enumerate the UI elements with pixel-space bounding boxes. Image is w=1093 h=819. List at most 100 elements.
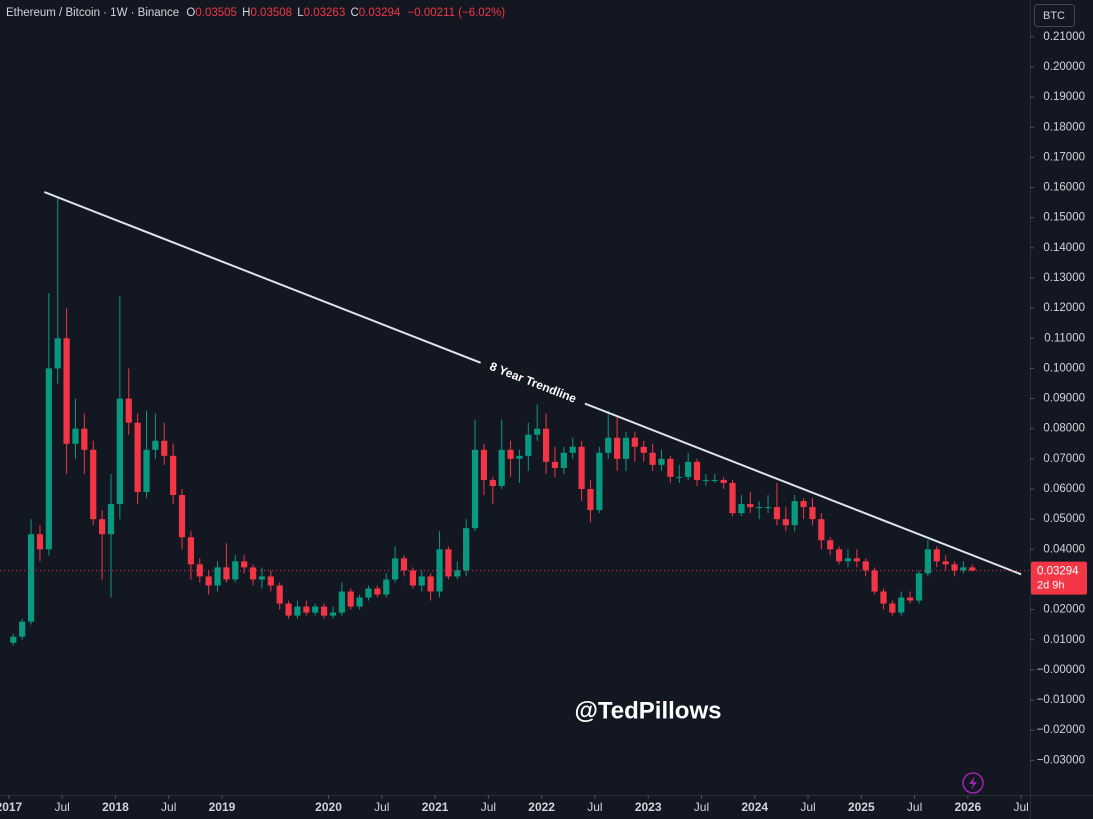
- ohlc-label: O: [186, 7, 195, 19]
- y-tick-label: 0.04000: [1043, 543, 1085, 555]
- candle-body: [347, 591, 354, 607]
- candle-body: [880, 591, 887, 604]
- candle-body: [915, 573, 923, 601]
- ohlc-label: H: [242, 7, 250, 19]
- candle-body: [143, 449, 150, 493]
- ohlc-value: 0.03508: [250, 7, 292, 19]
- y-tick-label: 0.09000: [1043, 393, 1085, 405]
- candle-body: [835, 549, 843, 562]
- candle-body: [152, 440, 159, 450]
- x-tick-label: Jul: [907, 800, 922, 814]
- candle-body: [409, 570, 416, 586]
- candle-body: [756, 507, 763, 509]
- candle-body: [258, 576, 266, 580]
- candle-body: [871, 570, 878, 592]
- currency-button[interactable]: [1034, 4, 1075, 27]
- y-tick-label: 0.12000: [1043, 302, 1085, 314]
- x-tick-label: 2018: [102, 800, 129, 814]
- candle-body: [312, 606, 319, 613]
- candle-body: [827, 540, 834, 550]
- candle-body: [107, 504, 115, 535]
- candle-body: [889, 603, 896, 613]
- candle-body: [605, 437, 612, 453]
- y-tick-label: −0.01000: [1037, 694, 1085, 706]
- candle-body: [969, 567, 976, 571]
- candle-body: [711, 479, 718, 481]
- candle-body: [400, 558, 408, 571]
- candle-body: [898, 597, 905, 613]
- candle-body: [436, 549, 443, 592]
- candle-body: [791, 501, 798, 526]
- icon-circle[interactable]: [962, 772, 984, 794]
- x-tick-label: Jul: [481, 800, 496, 814]
- candle-body: [72, 428, 79, 444]
- candle-body: [587, 488, 594, 511]
- candle-body: [622, 437, 630, 459]
- candle-body: [534, 428, 541, 435]
- candle-body: [844, 558, 852, 562]
- last-price-tag: [1031, 561, 1087, 595]
- candle-body: [649, 452, 656, 465]
- candle-body: [187, 537, 195, 565]
- last-price-label: 0.03294: [1037, 566, 1079, 578]
- candle-body: [294, 606, 301, 616]
- y-tick-label: 0.08000: [1043, 423, 1085, 435]
- candle-body: [205, 576, 212, 586]
- candle-body: [232, 561, 239, 580]
- candle-body: [125, 398, 132, 423]
- candle-body: [427, 576, 434, 592]
- y-tick-label: 0.20000: [1043, 61, 1085, 73]
- candle-body: [329, 612, 337, 616]
- candle-body: [853, 558, 860, 562]
- candle-body: [36, 534, 44, 550]
- candle-body: [374, 588, 381, 595]
- currency-label[interactable]: BTC: [1043, 10, 1065, 22]
- candle-body: [676, 476, 683, 478]
- y-tick-label: 0.18000: [1043, 121, 1085, 133]
- candle-body: [800, 501, 807, 508]
- ohlc-header: Ethereum / Bitcoin · 1W · Binance O0.035…: [6, 7, 505, 19]
- candle-body: [170, 455, 177, 496]
- candle-body: [445, 549, 452, 577]
- y-tick-label: 0.07000: [1043, 453, 1085, 465]
- candle-body: [134, 422, 141, 493]
- candle-body: [267, 576, 274, 586]
- candle-body: [27, 534, 35, 622]
- candle-body: [773, 507, 781, 520]
- x-tick-label: Jul: [800, 800, 815, 814]
- candle-body: [693, 461, 701, 480]
- candles: [10, 196, 976, 646]
- candle-body: [942, 561, 949, 565]
- ohlc-value: 0.03294: [359, 7, 401, 19]
- candle-body: [418, 576, 425, 586]
- candle-body: [640, 446, 647, 453]
- x-tick-label: Jul: [161, 800, 176, 814]
- candle-body: [818, 519, 825, 541]
- x-tick-label: 2022: [528, 800, 555, 814]
- candle-body: [161, 440, 168, 456]
- y-tick-label: 0.13000: [1043, 272, 1085, 284]
- candle-body: [54, 338, 61, 369]
- ohlc-value: 0.03505: [195, 7, 237, 19]
- candle-body: [178, 495, 186, 538]
- candle-body: [631, 437, 638, 447]
- candle-body: [223, 567, 230, 580]
- candle-body: [542, 428, 550, 462]
- watermark: @TedPillows: [575, 697, 722, 724]
- x-tick-label: Jul: [374, 800, 389, 814]
- candle-body: [489, 479, 496, 486]
- candle-body: [276, 585, 283, 604]
- candle-body: [747, 504, 754, 508]
- icon-bolt[interactable]: [969, 776, 977, 790]
- candle-body: [924, 549, 931, 574]
- candle-body: [596, 452, 603, 511]
- candle-body: [356, 597, 363, 607]
- y-tick-label: 0.14000: [1043, 242, 1085, 254]
- candle-body: [516, 455, 523, 459]
- candle-body: [907, 597, 914, 601]
- candle-body: [338, 591, 345, 613]
- candle-body: [951, 564, 958, 571]
- lightning-icon[interactable]: [962, 772, 984, 794]
